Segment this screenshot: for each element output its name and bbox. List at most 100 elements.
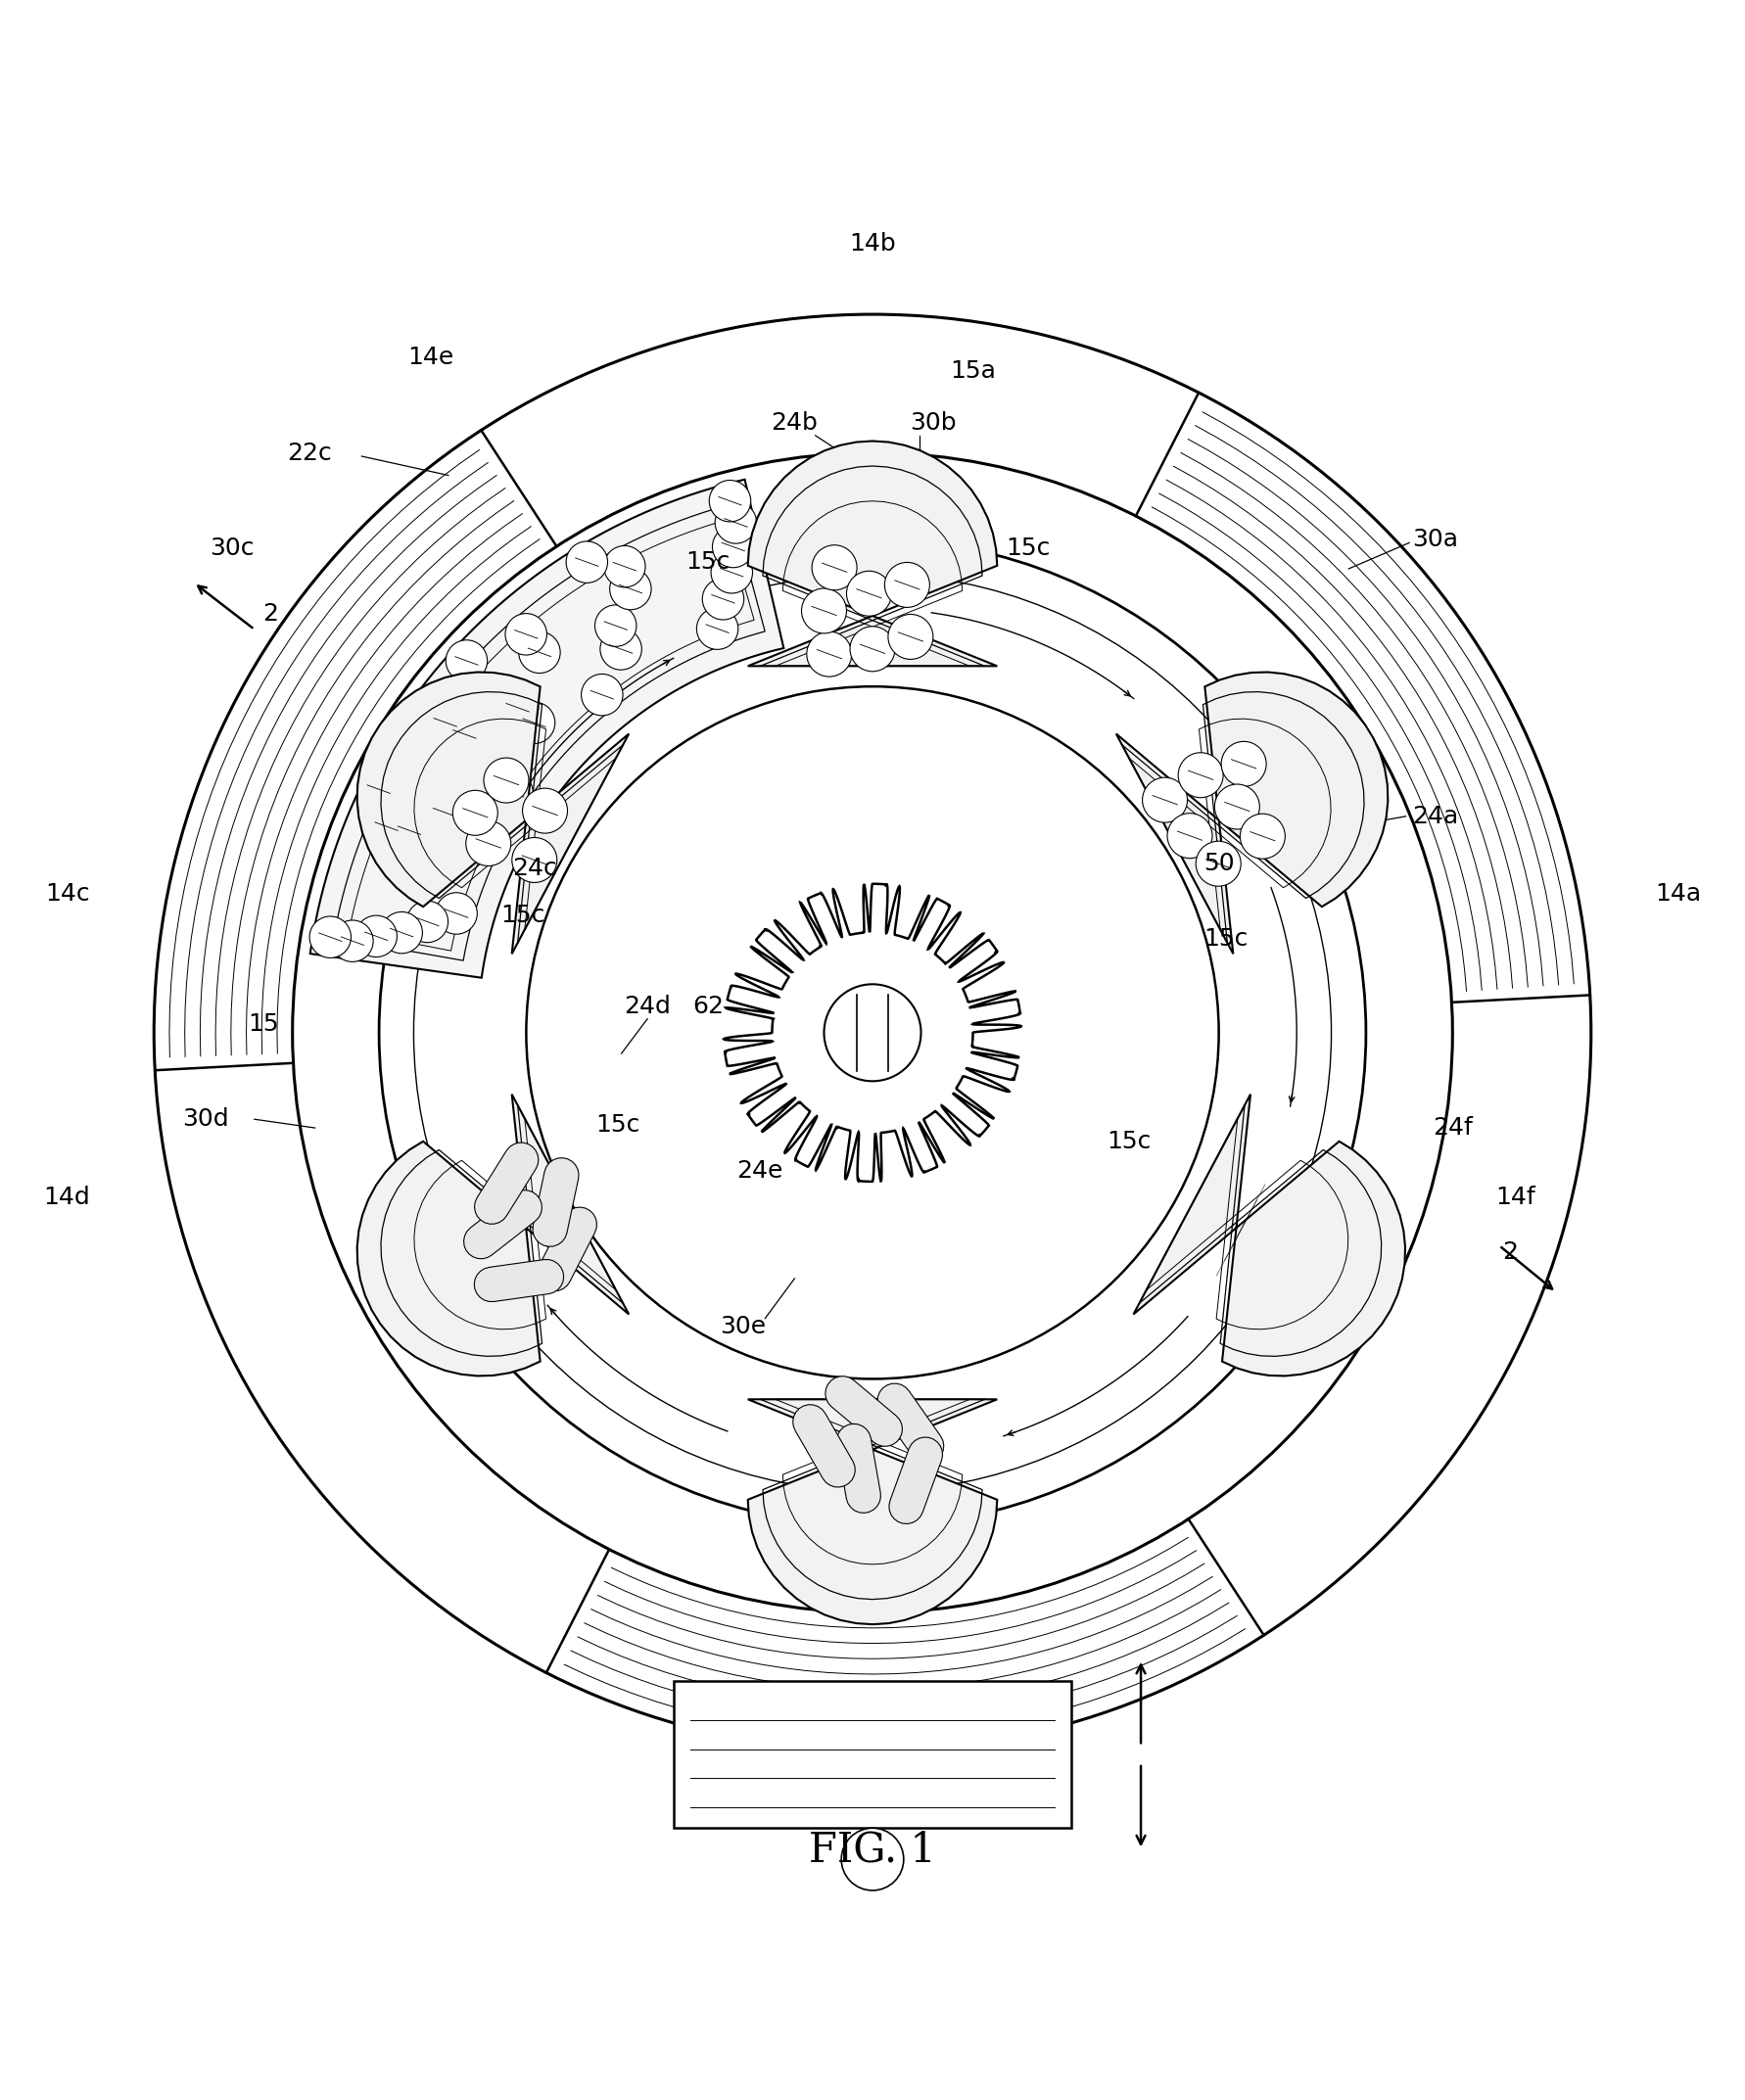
Circle shape <box>380 911 422 953</box>
Circle shape <box>885 563 930 607</box>
Text: 15a: 15a <box>949 359 996 382</box>
Polygon shape <box>475 1260 564 1302</box>
Text: 14c: 14c <box>45 882 91 905</box>
Circle shape <box>710 552 752 594</box>
Circle shape <box>609 569 651 609</box>
Circle shape <box>888 615 934 659</box>
Text: 14d: 14d <box>44 1184 91 1210</box>
Circle shape <box>712 525 754 567</box>
Text: 14b: 14b <box>850 231 895 254</box>
Circle shape <box>811 546 857 590</box>
Polygon shape <box>1117 672 1387 953</box>
Circle shape <box>1143 777 1187 823</box>
Circle shape <box>452 790 497 836</box>
Circle shape <box>447 794 489 836</box>
Circle shape <box>483 758 529 802</box>
Circle shape <box>506 613 546 655</box>
Polygon shape <box>358 672 628 953</box>
Polygon shape <box>888 1436 942 1525</box>
Text: 15: 15 <box>248 1012 279 1035</box>
Polygon shape <box>836 1424 881 1512</box>
Text: 62: 62 <box>693 995 724 1018</box>
Circle shape <box>1178 752 1223 798</box>
Text: 24a: 24a <box>1412 804 1459 827</box>
Circle shape <box>581 674 623 716</box>
Text: 30a: 30a <box>1412 527 1459 550</box>
Polygon shape <box>358 1094 628 1376</box>
Circle shape <box>565 542 607 584</box>
Circle shape <box>696 607 738 649</box>
Circle shape <box>1215 783 1260 830</box>
Circle shape <box>801 588 846 634</box>
Text: 2: 2 <box>1502 1241 1518 1264</box>
Circle shape <box>358 769 400 811</box>
Text: 24e: 24e <box>736 1159 784 1182</box>
Polygon shape <box>311 479 784 979</box>
Text: 15c: 15c <box>1007 536 1050 561</box>
Polygon shape <box>537 1208 597 1292</box>
Text: 15c: 15c <box>1204 928 1248 951</box>
Text: 30d: 30d <box>183 1107 229 1132</box>
Circle shape <box>806 632 852 676</box>
Circle shape <box>332 920 373 962</box>
Circle shape <box>715 502 757 544</box>
Text: 30b: 30b <box>909 412 956 435</box>
Text: 14f: 14f <box>1495 1184 1536 1210</box>
Circle shape <box>850 626 895 672</box>
Text: 14e: 14e <box>408 346 454 370</box>
Circle shape <box>389 811 429 851</box>
Text: 15c: 15c <box>501 903 544 926</box>
Polygon shape <box>475 1142 539 1224</box>
Polygon shape <box>749 441 996 666</box>
Circle shape <box>497 687 539 729</box>
Text: 15c: 15c <box>595 1113 640 1136</box>
Text: 24f: 24f <box>1433 1115 1473 1140</box>
Text: FIG. 1: FIG. 1 <box>810 1829 935 1871</box>
Text: 30c: 30c <box>209 536 255 561</box>
Circle shape <box>527 687 1218 1380</box>
Circle shape <box>445 640 487 683</box>
Circle shape <box>309 916 351 958</box>
Circle shape <box>424 701 466 743</box>
Bar <box>674 1680 1071 1829</box>
Circle shape <box>511 838 557 882</box>
Circle shape <box>522 788 567 834</box>
Text: 14a: 14a <box>1654 882 1701 905</box>
Polygon shape <box>825 1376 902 1447</box>
Polygon shape <box>464 1191 543 1258</box>
Text: 15c: 15c <box>1106 1130 1152 1153</box>
Text: 22c: 22c <box>288 441 332 464</box>
Polygon shape <box>792 1405 855 1487</box>
Text: 15c: 15c <box>686 550 729 573</box>
Text: 30e: 30e <box>719 1315 766 1338</box>
Circle shape <box>443 714 485 754</box>
Circle shape <box>379 540 1366 1527</box>
Circle shape <box>492 773 532 813</box>
Circle shape <box>604 546 646 588</box>
Polygon shape <box>1134 1094 1405 1376</box>
Circle shape <box>518 632 560 674</box>
Circle shape <box>356 916 398 958</box>
Circle shape <box>841 1829 904 1890</box>
Circle shape <box>466 821 511 865</box>
Polygon shape <box>878 1384 944 1464</box>
Circle shape <box>293 454 1452 1613</box>
Circle shape <box>1241 815 1284 859</box>
Circle shape <box>595 605 637 647</box>
Circle shape <box>407 901 448 943</box>
Circle shape <box>846 571 892 615</box>
Circle shape <box>1167 813 1213 859</box>
Text: 2: 2 <box>262 603 277 626</box>
Polygon shape <box>724 884 1021 1182</box>
Text: 50: 50 <box>1204 851 1234 876</box>
Circle shape <box>1195 842 1241 886</box>
Polygon shape <box>532 1157 579 1247</box>
Text: 24c: 24c <box>513 857 557 880</box>
Circle shape <box>708 481 750 521</box>
Circle shape <box>154 315 1591 1751</box>
Circle shape <box>436 892 476 935</box>
Circle shape <box>513 701 555 743</box>
Text: 24b: 24b <box>771 412 818 435</box>
Circle shape <box>824 985 921 1082</box>
Circle shape <box>701 578 743 619</box>
